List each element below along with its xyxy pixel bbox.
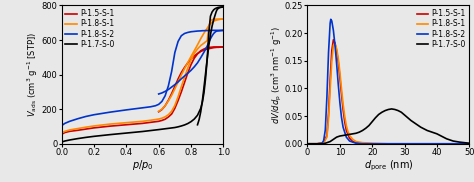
Legend: P-1.5-S-1, P-1.8-S-1, P-1.8-S-2, P-1.7-S-0: P-1.5-S-1, P-1.8-S-1, P-1.8-S-2, P-1.7-S… (415, 8, 467, 50)
Y-axis label: $dV/dd_\mathrm{p}$ (cm$^3$ nm$^{-1}$ g$^{-1}$): $dV/dd_\mathrm{p}$ (cm$^3$ nm$^{-1}$ g$^… (269, 26, 283, 124)
X-axis label: $d_\mathrm{pore}$ (nm): $d_\mathrm{pore}$ (nm) (364, 158, 413, 173)
Y-axis label: $V_\mathrm{ads}$ (cm$^3$ g$^{-1}$ [STP]): $V_\mathrm{ads}$ (cm$^3$ g$^{-1}$ [STP]) (26, 32, 40, 117)
X-axis label: $p/p_0$: $p/p_0$ (132, 158, 153, 172)
Legend: P-1.5-S-1, P-1.8-S-1, P-1.8-S-2, P-1.7-S-0: P-1.5-S-1, P-1.8-S-1, P-1.8-S-2, P-1.7-S… (64, 8, 116, 50)
